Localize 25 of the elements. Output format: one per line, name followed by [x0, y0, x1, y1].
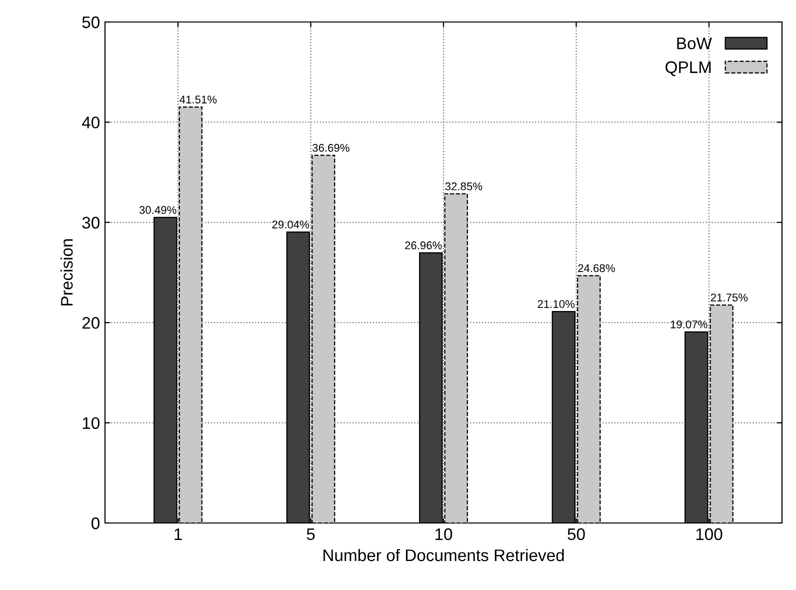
legend-label: QPLM [666, 61, 711, 76]
data-label: 30.49% [139, 206, 176, 214]
x-tick-label: 5 [306, 528, 315, 540]
data-label: 26.96% [405, 241, 442, 250]
data-label: 29.04% [272, 220, 310, 228]
y-tick-label: 20 [82, 317, 100, 329]
y-tick-label: 30 [82, 216, 100, 229]
y-tick-label: 50 [82, 16, 100, 28]
x-tick-label: 1 [174, 528, 182, 540]
data-label: 21.75% [710, 294, 748, 302]
y-tick-label: 0 [92, 517, 100, 530]
legend-label: BoW [677, 38, 712, 50]
y-tick-label: 10 [82, 417, 100, 430]
data-label: 21.10% [538, 300, 575, 308]
data-label: 32.85% [445, 182, 482, 190]
data-label: 19.07% [670, 320, 708, 328]
y-axis-title: Precision [60, 239, 73, 306]
data-label: 36.69% [312, 144, 350, 152]
x-tick-label: 10 [436, 528, 452, 540]
x-tick-label: 100 [696, 528, 722, 540]
y-tick-label: 40 [82, 116, 100, 128]
data-label: 41.51% [180, 96, 217, 104]
x-axis-title: Number of Documents Retrieved [324, 548, 564, 562]
x-tick-label: 50 [568, 528, 585, 540]
data-label: 24.68% [578, 264, 615, 272]
